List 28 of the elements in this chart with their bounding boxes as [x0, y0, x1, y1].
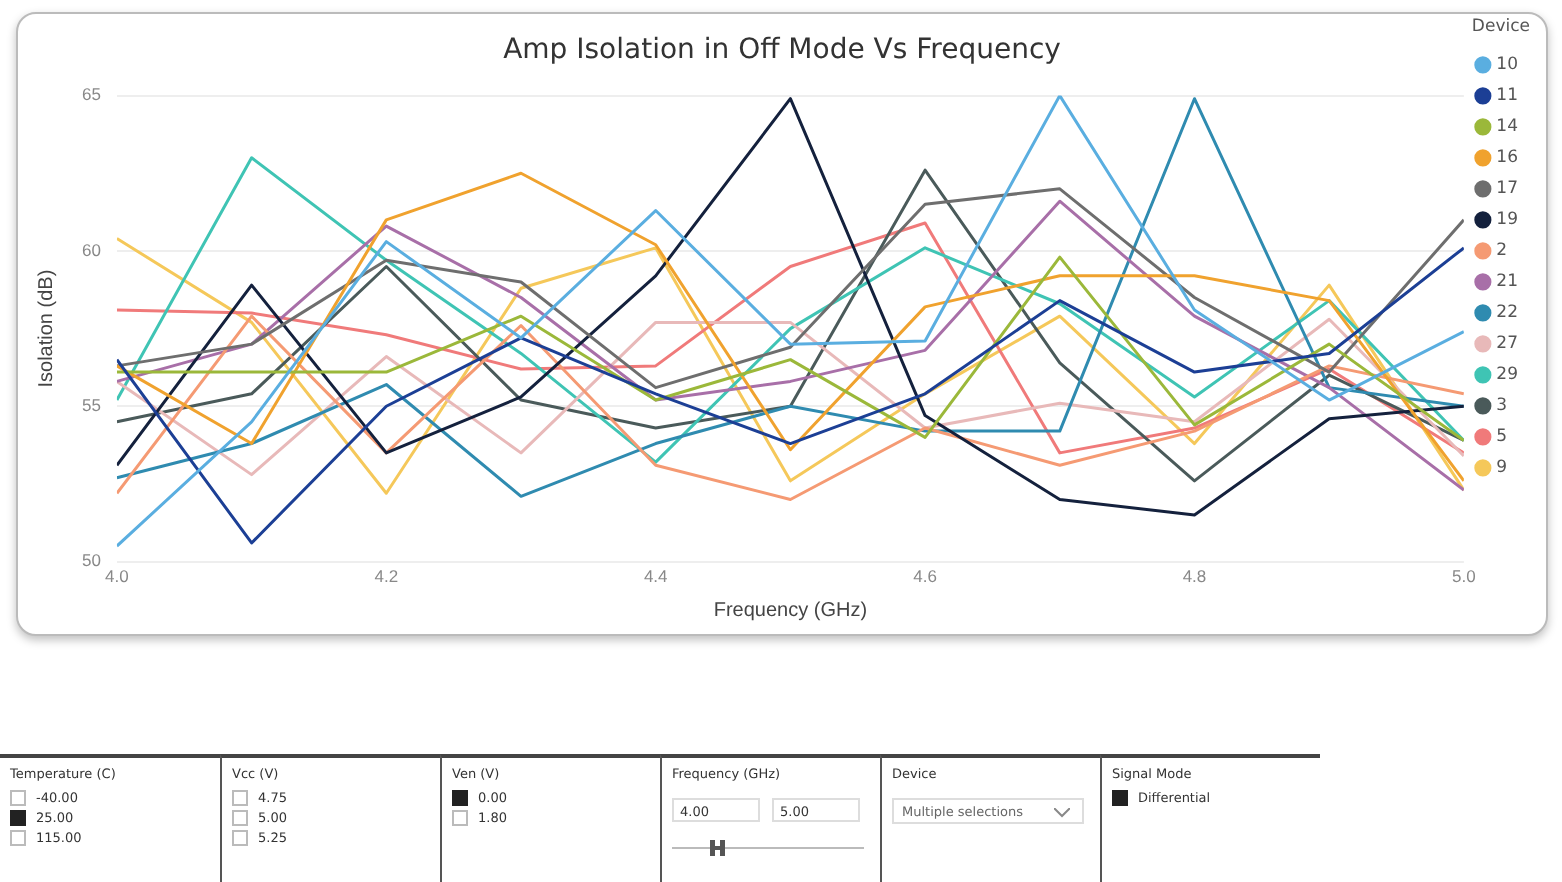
x-tick-label: 4.2 — [374, 566, 399, 587]
legend-label: 17 — [1496, 179, 1519, 200]
x-tick-label: 5.0 — [1452, 566, 1477, 587]
legend-label: 5 — [1496, 427, 1508, 448]
x-tick-label: 4.4 — [643, 566, 669, 587]
y-tick-label: 60 — [81, 239, 102, 260]
y-tick-label: 50 — [81, 550, 102, 571]
y-axis-title: Isolation (dB) — [35, 269, 58, 388]
legend-label: 27 — [1496, 334, 1519, 355]
legend-label: 21 — [1496, 272, 1519, 293]
x-tick-label: 4.8 — [1182, 566, 1207, 587]
legend-label: 3 — [1496, 396, 1508, 417]
legend-title: Device — [1471, 16, 1531, 37]
y-tick-label: 55 — [81, 394, 102, 415]
legend-label: 2 — [1496, 241, 1508, 262]
legend-label: 29 — [1496, 365, 1519, 386]
legend-label: 16 — [1496, 148, 1519, 169]
legend-label: 22 — [1496, 303, 1519, 324]
legend-label: 11 — [1496, 86, 1519, 107]
legend-label: 10 — [1496, 55, 1519, 76]
x-axis-title: Frequency (GHz) — [713, 599, 868, 622]
y-tick-label: 65 — [81, 84, 102, 105]
x-tick-label: 4.6 — [913, 566, 938, 587]
legend-label: 19 — [1496, 210, 1519, 231]
x-tick-label: 4.0 — [105, 566, 130, 587]
legend-label: 9 — [1496, 458, 1508, 479]
legend-label: 14 — [1496, 117, 1519, 138]
chart-title: Amp Isolation in Off Mode Vs Frequency — [503, 34, 1061, 67]
